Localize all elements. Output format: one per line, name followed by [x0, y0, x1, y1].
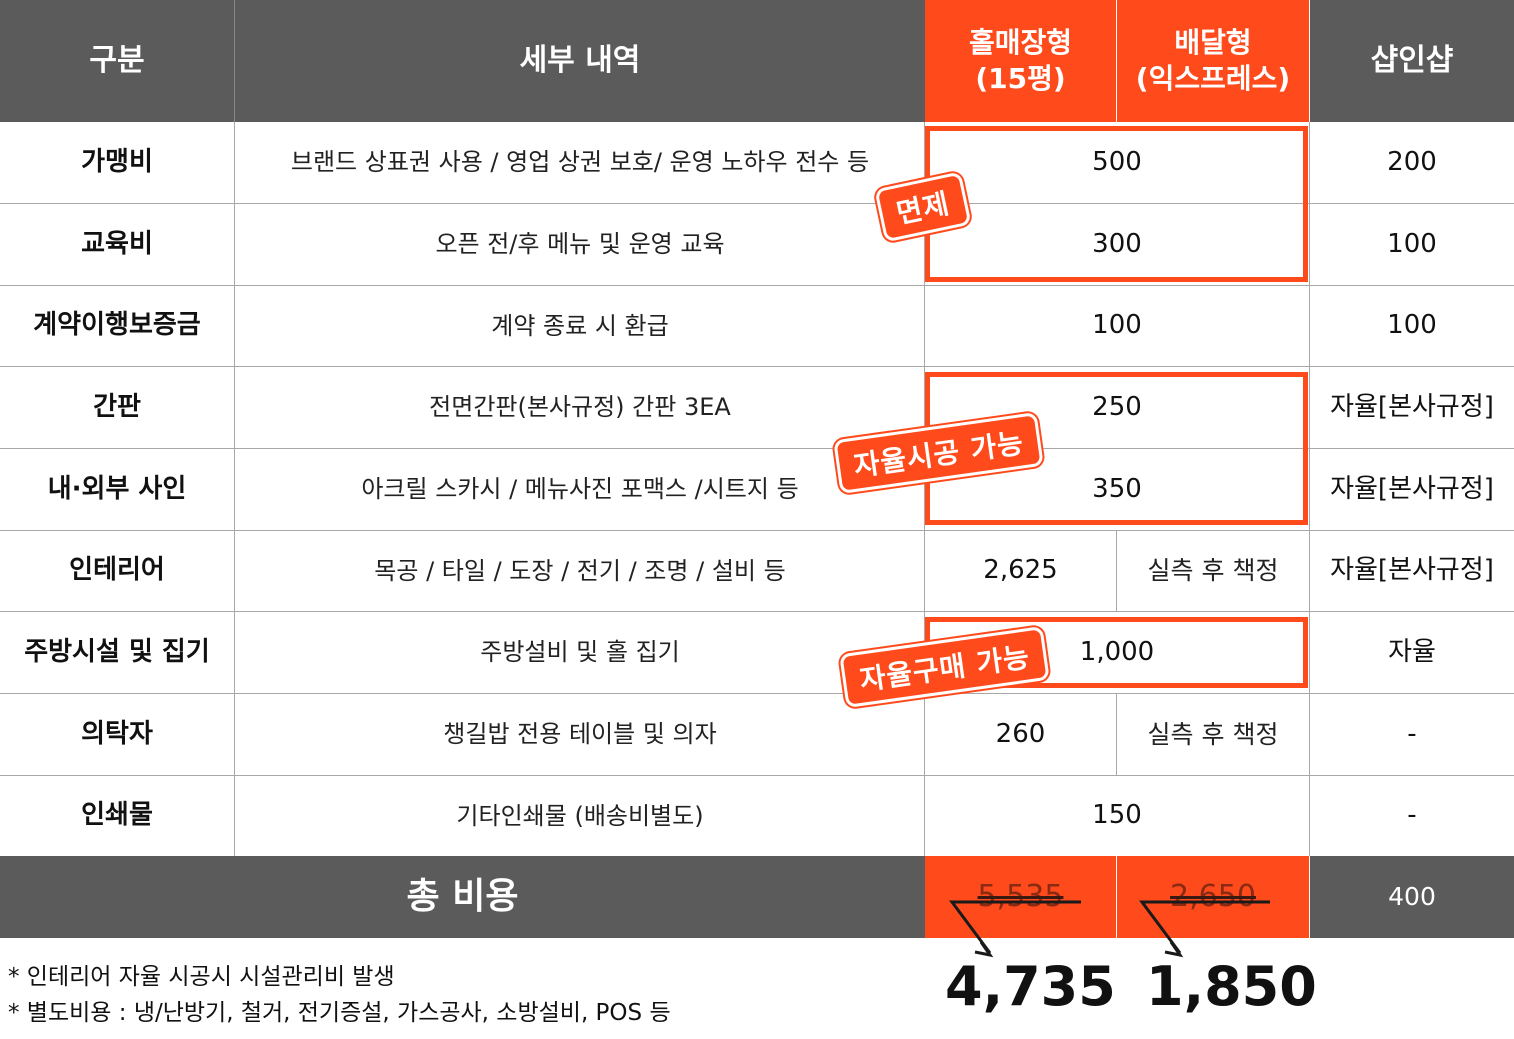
row-divider — [0, 366, 1514, 367]
header-divider — [234, 0, 235, 122]
total-shop-value: 400 — [1310, 856, 1514, 938]
row-hall-value: 260 — [995, 718, 1046, 749]
total-delivery-old-value: 2,650 — [1170, 879, 1256, 914]
row-delivery-value: 실측 후 책정 — [1147, 719, 1279, 749]
row-shop-value: 자율[본사규정] — [1330, 391, 1494, 422]
row-detail: 목공 / 타일 / 도장 / 전기 / 조명 / 설비 등 — [374, 556, 786, 585]
column-divider — [1309, 122, 1310, 856]
row-divider — [0, 693, 1514, 694]
row-shop-value: 자율 — [1388, 636, 1436, 667]
row-label: 교육비 — [81, 228, 153, 259]
row-value: 250 — [1092, 391, 1142, 422]
row-value: 500 — [1092, 146, 1142, 177]
row-label: 내·외부 사인 — [47, 473, 187, 504]
header-hall-type: 홀매장형 (15평) — [925, 0, 1116, 122]
header-shop-in-shop: 샵인샵 — [1310, 0, 1514, 122]
column-divider — [1116, 693, 1117, 775]
row-detail: 주방설비 및 홀 집기 — [480, 638, 680, 667]
footnote: * 인테리어 자율 시공시 시설관리비 발생 — [8, 964, 395, 990]
row-value: 1,000 — [1079, 636, 1155, 667]
column-divider — [1116, 530, 1117, 611]
row-shop-value: 100 — [1387, 310, 1437, 341]
column-divider — [924, 122, 925, 856]
header-details: 세부 내역 — [235, 0, 925, 122]
row-label: 의탁자 — [81, 718, 153, 749]
arrow-icon — [974, 941, 994, 958]
total-delivery-new: 1,850 — [1146, 955, 1317, 1018]
row-label: 가맹비 — [81, 146, 153, 177]
row-value: 300 — [1092, 228, 1142, 259]
row-shop-value: 100 — [1387, 228, 1437, 259]
row-shop-value: 자율[본사규정] — [1330, 473, 1494, 504]
footnote: * 별도비용 : 냉/난방기, 철거, 전기증설, 가스공사, 소방설비, PO… — [8, 1000, 671, 1026]
total-hall-old: 5,535 — [925, 856, 1116, 938]
row-divider — [0, 448, 1514, 449]
row-shop-value: - — [1407, 800, 1417, 831]
row-detail: 챙길밥 전용 테이블 및 의자 — [443, 720, 717, 749]
row-delivery-value: 실측 후 책정 — [1147, 556, 1279, 585]
row-label: 인쇄물 — [81, 800, 153, 831]
header-delivery-type: 배달형 (익스프레스) — [1117, 0, 1309, 122]
total-label: 총 비용 — [0, 856, 925, 938]
row-divider — [0, 285, 1514, 286]
header-category: 구분 — [0, 0, 234, 122]
row-divider — [0, 775, 1514, 776]
row-label: 간판 — [93, 391, 141, 422]
row-divider — [0, 611, 1514, 612]
column-divider — [234, 122, 235, 856]
total-hall-new: 4,735 — [945, 955, 1116, 1018]
header-divider — [1116, 0, 1117, 122]
total-delivery-old: 2,650 — [1117, 856, 1309, 938]
row-value: 100 — [1092, 310, 1142, 341]
row-divider — [0, 530, 1514, 531]
row-detail: 브랜드 상표권 사용 / 영업 상권 보호/ 운영 노하우 전수 등 — [290, 148, 870, 177]
total-hall-old-value: 5,535 — [977, 879, 1064, 914]
row-detail: 아크릴 스카시 / 메뉴사진 포맥스 /시트지 등 — [361, 475, 799, 504]
row-shop-value: 200 — [1387, 146, 1437, 177]
waived-highlight-box — [925, 126, 1308, 282]
row-detail: 계약 종료 시 환급 — [491, 311, 669, 340]
row-detail: 오픈 전/후 메뉴 및 운영 교육 — [435, 230, 725, 259]
row-label: 주방시설 및 집기 — [24, 636, 210, 667]
row-label: 계약이행보증금 — [33, 310, 201, 341]
row-divider — [0, 203, 1514, 204]
row-detail: 기타인쇄물 (배송비별도) — [456, 801, 704, 830]
row-label: 인테리어 — [69, 555, 165, 586]
row-detail: 전면간판(본사규정) 간판 3EA — [429, 393, 731, 422]
row-value: 350 — [1092, 473, 1142, 504]
row-value: 150 — [1092, 800, 1142, 831]
row-shop-value: 자율[본사규정] — [1330, 555, 1494, 586]
row-hall-value: 2,625 — [983, 555, 1058, 586]
total-divider — [1116, 856, 1117, 938]
arrow-icon — [1164, 941, 1184, 958]
row-shop-value: - — [1407, 718, 1417, 749]
